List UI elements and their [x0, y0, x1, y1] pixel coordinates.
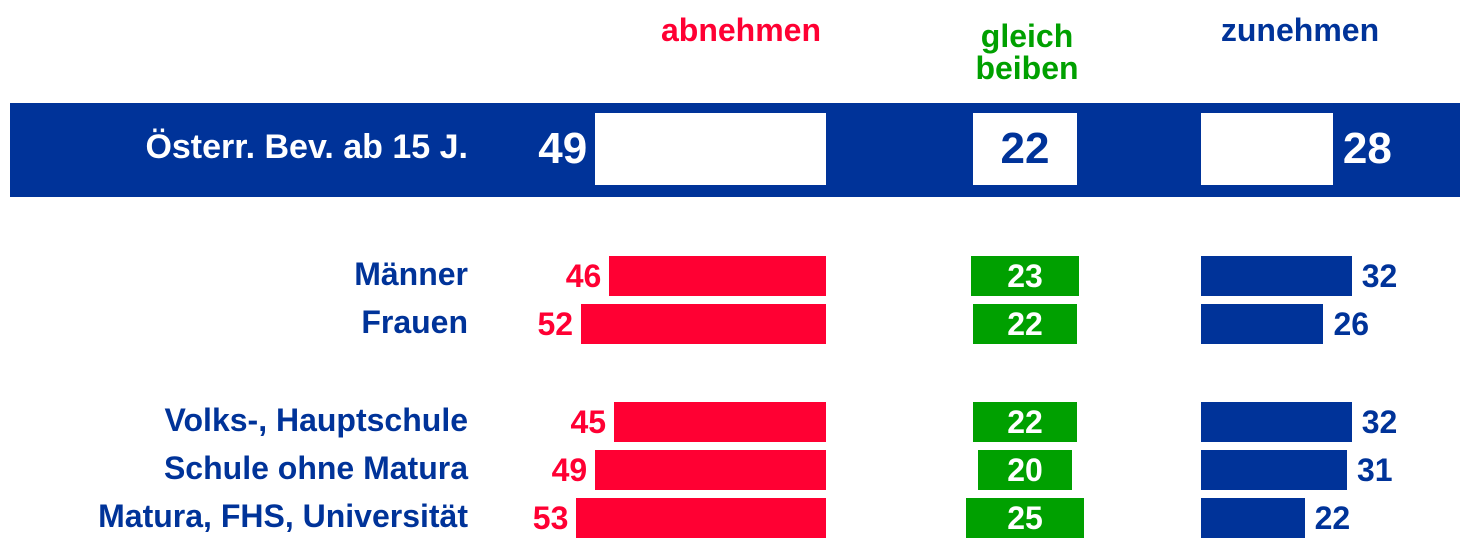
bar: [977, 450, 1073, 490]
bar: [1201, 256, 1352, 296]
series-header: abnehmen: [660, 12, 822, 48]
bar: [1201, 113, 1333, 185]
value-label: 22: [1314, 500, 1351, 536]
bar: [970, 256, 1080, 296]
category-label: Matura, FHS, Universität: [98, 498, 468, 534]
category-label: Schule ohne Matura: [163, 450, 468, 486]
value-label: 25: [1007, 500, 1043, 536]
value-label: 22: [1000, 124, 1050, 173]
category-label: Männer: [354, 256, 468, 292]
value-label: 31: [1357, 452, 1393, 488]
value-label: 52: [537, 306, 574, 342]
value-label: 32: [1361, 404, 1398, 440]
value-label: 22: [1007, 306, 1043, 342]
bar: [581, 304, 826, 344]
category-label: Österr. Bev. ab 15 J.: [145, 128, 468, 166]
bar: [973, 113, 1077, 185]
bar: [1201, 304, 1324, 344]
bar: [595, 450, 826, 490]
value-label: 49: [538, 124, 588, 173]
value-label: 26: [1333, 306, 1370, 342]
value-label: 20: [1007, 452, 1043, 488]
bar: [973, 402, 1077, 442]
bar: [1201, 402, 1352, 442]
value-label: 46: [565, 258, 602, 294]
value-label: 53: [532, 500, 569, 536]
bar: [1201, 498, 1305, 538]
series-header: gleich beiben: [975, 18, 1079, 86]
value-label: 22: [1007, 404, 1043, 440]
bar: [966, 498, 1084, 538]
value-label: 28: [1342, 124, 1392, 173]
value-label: 49: [551, 452, 588, 488]
value-label: 32: [1361, 258, 1398, 294]
bar: [1201, 450, 1347, 490]
bar: [609, 256, 826, 296]
bar: [576, 498, 826, 538]
value-label: 23: [1007, 258, 1043, 294]
bar: [973, 304, 1077, 344]
category-label: Frauen: [361, 304, 468, 340]
category-label: Volks-, Hauptschule: [164, 402, 468, 438]
series-header: zunehmen: [1220, 12, 1380, 48]
bar: [595, 113, 826, 185]
value-label: 45: [570, 404, 607, 440]
bar: [614, 402, 826, 442]
